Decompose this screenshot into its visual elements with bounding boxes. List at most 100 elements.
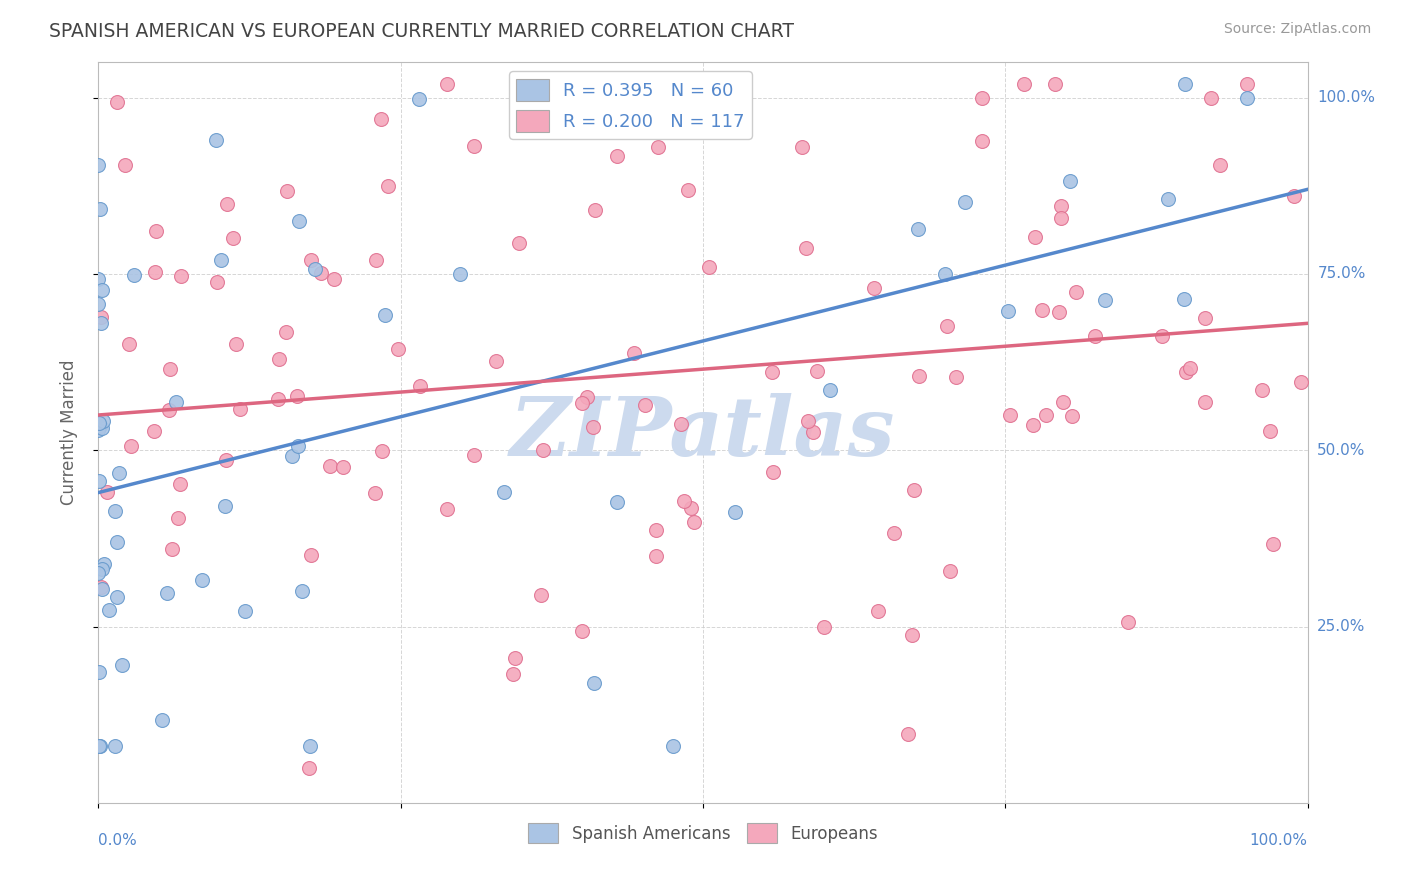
Point xyxy=(408,92,430,106)
Point xyxy=(1194,311,1216,326)
Point xyxy=(89,739,111,754)
Point xyxy=(87,297,110,311)
Point xyxy=(209,253,232,268)
Point xyxy=(152,713,174,727)
Point xyxy=(806,364,828,378)
Point xyxy=(900,627,922,641)
Point xyxy=(266,392,288,407)
Point xyxy=(169,477,191,491)
Point xyxy=(221,230,243,244)
Point xyxy=(1199,91,1222,105)
Point xyxy=(124,268,146,283)
Text: 25.0%: 25.0% xyxy=(1317,619,1365,634)
Point xyxy=(288,213,311,227)
Point xyxy=(681,501,703,516)
Point xyxy=(790,140,813,154)
Point xyxy=(91,414,114,428)
Point xyxy=(863,281,886,295)
Point xyxy=(214,453,236,467)
Point xyxy=(683,516,706,530)
Point xyxy=(167,511,190,525)
Point xyxy=(190,573,212,587)
Point xyxy=(370,112,392,127)
Point xyxy=(1175,365,1198,379)
Point xyxy=(672,493,695,508)
Point xyxy=(671,417,693,432)
Point xyxy=(972,134,994,148)
Point xyxy=(145,223,167,237)
Point xyxy=(287,439,309,453)
Point xyxy=(217,197,239,211)
Point xyxy=(309,266,332,280)
Point xyxy=(108,467,131,481)
Point xyxy=(1116,615,1139,630)
Point xyxy=(1050,211,1073,226)
Point xyxy=(724,505,747,519)
Text: 100.0%: 100.0% xyxy=(1317,90,1375,105)
Point xyxy=(934,267,956,281)
Point xyxy=(281,450,304,464)
Point xyxy=(105,534,128,549)
Point xyxy=(583,675,606,690)
Point xyxy=(1031,302,1053,317)
Point xyxy=(1236,91,1258,105)
Text: SPANISH AMERICAN VS EUROPEAN CURRENTLY MARRIED CORRELATION CHART: SPANISH AMERICAN VS EUROPEAN CURRENTLY M… xyxy=(49,22,794,41)
Point xyxy=(89,202,111,216)
Point xyxy=(298,760,321,774)
Point xyxy=(90,316,112,330)
Point xyxy=(907,221,929,235)
Point xyxy=(1282,189,1305,203)
Point xyxy=(205,132,228,146)
Point xyxy=(87,739,110,754)
Point xyxy=(90,580,112,594)
Point xyxy=(170,269,193,284)
Point xyxy=(304,261,326,276)
Point xyxy=(955,194,977,209)
Text: 100.0%: 100.0% xyxy=(1250,833,1308,848)
Point xyxy=(1250,384,1272,398)
Point xyxy=(90,421,112,435)
Point xyxy=(449,267,471,281)
Point xyxy=(1263,537,1285,551)
Point xyxy=(104,504,127,518)
Point xyxy=(508,236,530,251)
Text: 75.0%: 75.0% xyxy=(1317,267,1365,282)
Point xyxy=(998,408,1021,422)
Point xyxy=(1062,409,1084,423)
Point xyxy=(205,275,228,289)
Point xyxy=(502,667,524,681)
Point xyxy=(111,658,134,673)
Point xyxy=(576,390,599,404)
Point xyxy=(87,158,110,172)
Point xyxy=(298,739,321,754)
Point xyxy=(93,558,115,572)
Text: 50.0%: 50.0% xyxy=(1317,442,1365,458)
Point xyxy=(1094,293,1116,307)
Point xyxy=(494,484,516,499)
Point xyxy=(1043,77,1066,91)
Point xyxy=(571,396,593,410)
Point xyxy=(644,523,666,537)
Point xyxy=(1157,192,1180,206)
Point xyxy=(1047,305,1070,319)
Point xyxy=(1174,77,1197,91)
Text: ZIPatlas: ZIPatlas xyxy=(510,392,896,473)
Point xyxy=(409,379,432,393)
Legend: Spanish Americans, Europeans: Spanish Americans, Europeans xyxy=(522,816,884,850)
Point xyxy=(156,585,179,599)
Point xyxy=(96,485,118,500)
Point xyxy=(323,271,346,285)
Point xyxy=(903,483,925,497)
Point xyxy=(606,149,628,163)
Point xyxy=(299,548,322,562)
Point xyxy=(269,352,291,367)
Point xyxy=(142,424,165,438)
Point xyxy=(436,502,458,516)
Point xyxy=(945,369,967,384)
Point xyxy=(1084,329,1107,343)
Point xyxy=(1049,199,1071,213)
Point xyxy=(114,158,136,172)
Point xyxy=(160,541,183,556)
Point xyxy=(103,739,125,754)
Point xyxy=(796,241,818,255)
